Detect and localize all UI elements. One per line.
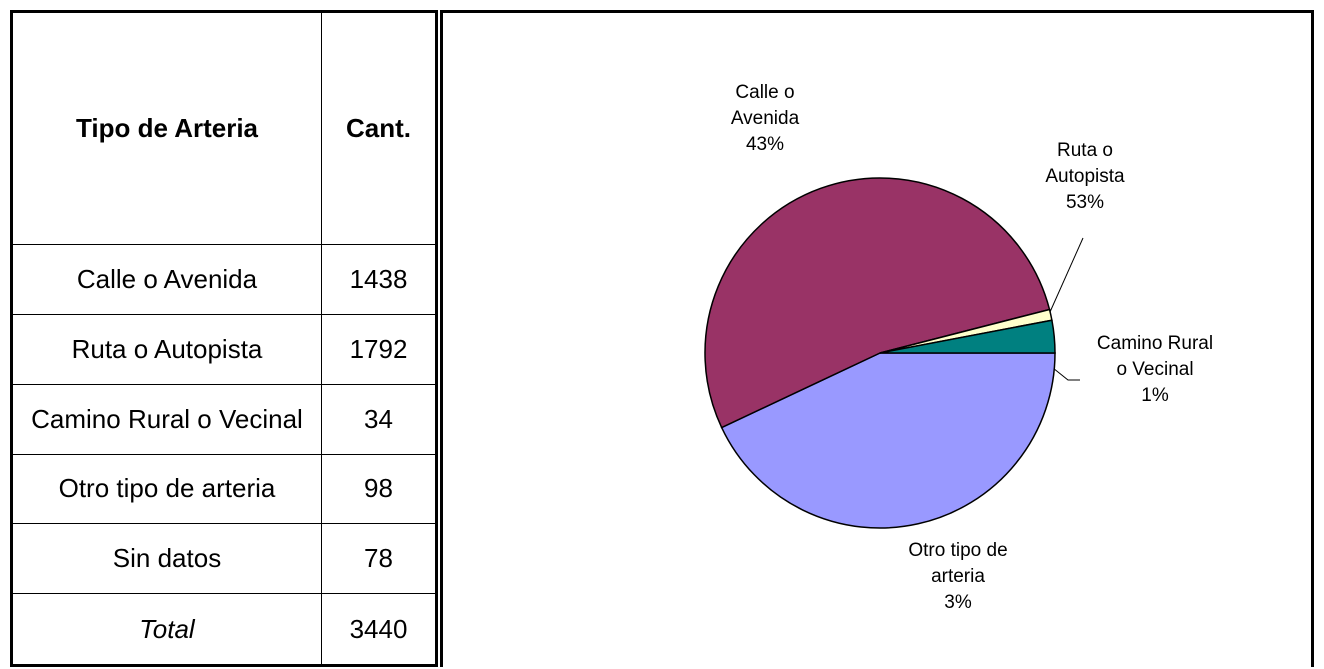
chart-frame (440, 10, 1314, 667)
table-row: Total 3440 (11, 593, 438, 666)
slice-percent: 3% (944, 592, 972, 613)
slice-category: Ruta o Autopista (1045, 140, 1125, 187)
pie-slice (720, 352, 1056, 529)
slice-percent: 53% (1065, 192, 1105, 213)
table-row: Sin datos 78 (11, 523, 438, 594)
slice-label: Calle o Avenida 43% (710, 80, 820, 158)
cell: Calle o Avenida (11, 244, 322, 315)
cell: Otro tipo de arteria (11, 453, 322, 525)
header-cell: Tipo de Arteria (11, 10, 322, 246)
pie-slice (704, 177, 1051, 429)
cell: 34 (321, 383, 438, 455)
slice-category: Otro tipo de arteria (908, 540, 1008, 587)
header-cell: Cant. (321, 10, 438, 246)
slice-percent: 1% (1141, 385, 1169, 406)
slice-category: Calle o Avenida (730, 82, 800, 129)
slice-label: Camino Rural o Vecinal 1% (1095, 331, 1215, 409)
slice-category: Camino Rural o Vecinal (1096, 333, 1214, 380)
header-row: Tipo de Arteria Cant. (11, 10, 438, 246)
slice-label: Ruta o Autopista 53% (1045, 138, 1125, 216)
cell: Sin datos (11, 523, 322, 594)
cell: Camino Rural o Vecinal (11, 383, 322, 455)
cell: Ruta o Autopista (11, 314, 322, 385)
leader-line (1052, 367, 1080, 381)
leader-line (1049, 237, 1084, 313)
slice-label: Otro tipo de arteria 3% (908, 538, 1008, 616)
pie-slice (879, 319, 1056, 354)
cell: Total (11, 593, 322, 666)
table-row: Otro tipo de arteria 98 (11, 453, 438, 525)
table-row: Camino Rural o Vecinal 34 (11, 383, 438, 455)
table-row: Calle o Avenida 1438 (11, 244, 438, 315)
cell: 1438 (321, 244, 438, 315)
data-table: Tipo de Arteria Cant. Calle o Avenida 143… (10, 10, 438, 667)
cell: 78 (321, 523, 438, 594)
slice-percent: 43% (745, 134, 785, 155)
cell: 3440 (321, 593, 438, 666)
